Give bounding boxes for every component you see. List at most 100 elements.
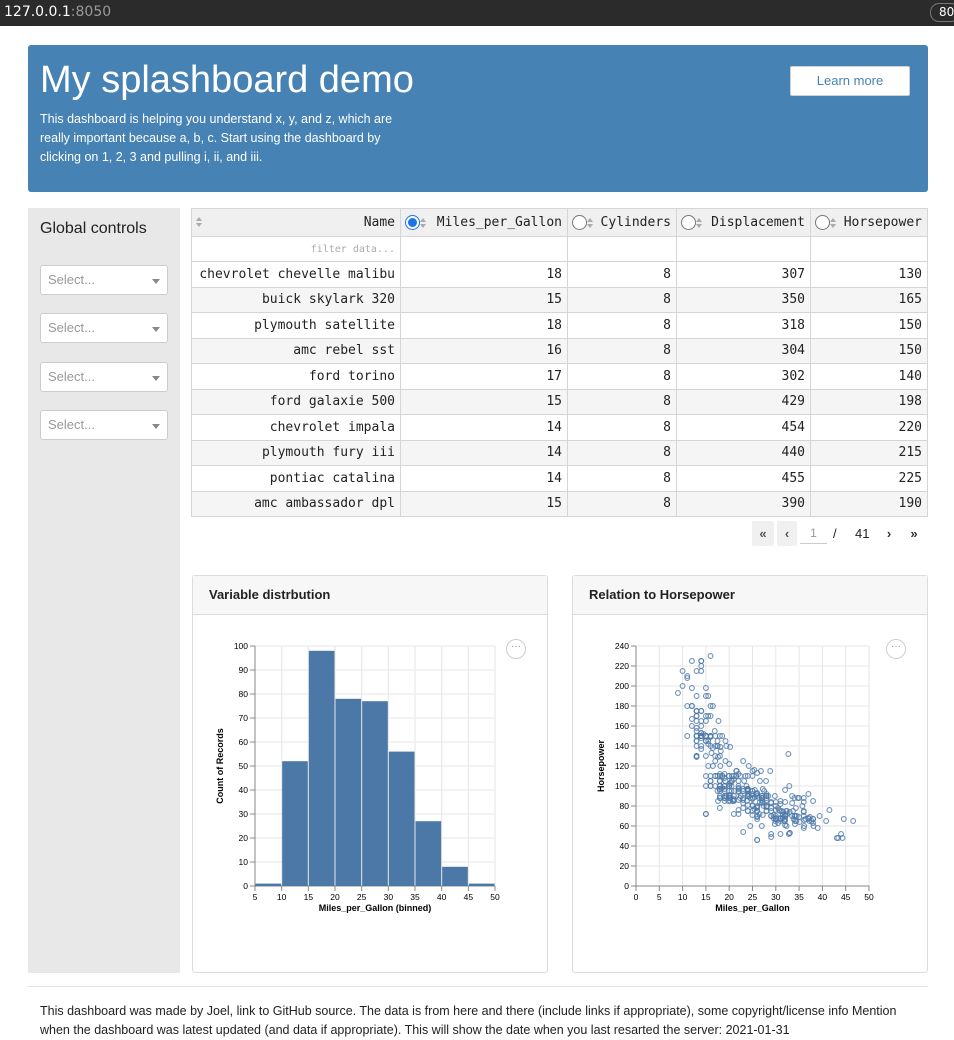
first-page-button[interactable]: «	[752, 521, 774, 546]
global-select-4[interactable]: Select...	[40, 410, 168, 440]
sort-icon[interactable]	[696, 217, 704, 229]
previous-page-button[interactable]: ‹	[777, 521, 797, 546]
url-text[interactable]: 127.0.0.1:8050	[4, 0, 111, 24]
sort-icon[interactable]	[830, 217, 838, 229]
table-cell[interactable]: 198	[810, 388, 928, 415]
global-select-3[interactable]: Select...	[40, 362, 168, 392]
table-cell[interactable]: 8	[567, 465, 677, 492]
y-tick-label: 220	[615, 661, 629, 671]
column-header-displacement: Displacement	[676, 208, 811, 237]
scatter-point	[786, 809, 793, 815]
column-select-radio[interactable]	[405, 215, 420, 230]
table-cell[interactable]: 8	[567, 337, 677, 364]
column-label: Miles_per_Gallon	[436, 215, 562, 230]
column-select-radio[interactable]	[681, 215, 696, 230]
table-cell[interactable]: 8	[567, 286, 677, 313]
table-row[interactable]: buick skylark 320 15 8 350 165	[191, 286, 928, 313]
table-row[interactable]: amc ambassador dpl 15 8 390 190	[191, 490, 928, 517]
table-cell[interactable]: 17	[400, 363, 568, 390]
scatter-point	[698, 743, 705, 749]
table-row[interactable]: chevrolet chevelle malibu 18 8 307 130	[191, 261, 928, 288]
table-cell[interactable]: 8	[567, 363, 677, 390]
table-cell[interactable]: 440	[676, 439, 811, 466]
zoom-indicator[interactable]: 80	[930, 3, 954, 22]
global-select-1[interactable]: Select...	[40, 265, 168, 295]
table-row[interactable]: pontiac catalina 14 8 455 225	[191, 465, 928, 492]
table-cell[interactable]: 8	[567, 312, 677, 339]
filter-input-miles-per-gallon[interactable]	[400, 236, 568, 262]
table-cell[interactable]: plymouth satellite	[191, 312, 401, 339]
table-cell[interactable]: 8	[567, 388, 677, 415]
table-cell[interactable]: 190	[810, 490, 928, 517]
table-row[interactable]: amc rebel sst 16 8 304 150	[191, 337, 928, 364]
table-cell[interactable]: 350	[676, 286, 811, 313]
table-cell[interactable]: 14	[400, 439, 568, 466]
column-select-radio[interactable]	[572, 215, 587, 230]
table-cell[interactable]: 15	[400, 388, 568, 415]
sort-icon[interactable]	[196, 216, 204, 228]
sort-icon[interactable]	[420, 217, 428, 229]
table-cell[interactable]: 454	[676, 414, 811, 441]
table-row[interactable]: plymouth satellite 18 8 318 150	[191, 312, 928, 339]
column-select-radio[interactable]	[815, 215, 830, 230]
select-placeholder: Select...	[48, 369, 95, 384]
table-cell[interactable]: chevrolet chevelle malibu	[191, 261, 401, 288]
table-cell[interactable]: ford galaxie 500	[191, 388, 401, 415]
sort-icon[interactable]	[587, 217, 595, 229]
table-cell[interactable]: 130	[810, 261, 928, 288]
table-cell[interactable]: pontiac catalina	[191, 465, 401, 492]
table-cell[interactable]: ford torino	[191, 363, 401, 390]
next-page-button[interactable]: ›	[886, 526, 892, 541]
y-axis-title: Horsepower	[596, 739, 606, 792]
table-cell[interactable]: 318	[676, 312, 811, 339]
table-cell[interactable]: 455	[676, 465, 811, 492]
table-cell[interactable]: 15	[400, 490, 568, 517]
table-cell[interactable]: 150	[810, 337, 928, 364]
table-cell[interactable]: chevrolet impala	[191, 414, 401, 441]
scatter-point	[758, 797, 765, 803]
table-cell[interactable]: 18	[400, 312, 568, 339]
table-cell[interactable]: amc rebel sst	[191, 337, 401, 364]
filter-input-displacement[interactable]	[676, 236, 811, 262]
table-cell[interactable]: 220	[810, 414, 928, 441]
table-cell[interactable]: amc ambassador dpl	[191, 490, 401, 517]
filter-input-cylinders[interactable]	[567, 236, 677, 262]
page-description: This dashboard is helping you understand…	[40, 112, 393, 164]
table-row[interactable]: chevrolet impala 14 8 454 220	[191, 414, 928, 441]
table-cell[interactable]: 390	[676, 490, 811, 517]
chart-actions-menu-icon[interactable]: ···	[886, 639, 906, 659]
table-cell[interactable]: 14	[400, 414, 568, 441]
table-row[interactable]: ford galaxie 500 15 8 429 198	[191, 388, 928, 415]
global-select-2[interactable]: Select...	[40, 313, 168, 343]
table-row[interactable]: plymouth fury iii 14 8 440 215	[191, 439, 928, 466]
learn-more-button[interactable]: Learn more	[790, 66, 910, 96]
table-cell[interactable]: 8	[567, 261, 677, 288]
table-cell[interactable]: 140	[810, 363, 928, 390]
table-cell[interactable]: 15	[400, 286, 568, 313]
table-row[interactable]: ford torino 17 8 302 140	[191, 363, 928, 390]
current-page-input[interactable]	[800, 523, 827, 544]
chart-actions-menu-icon[interactable]: ···	[506, 639, 526, 659]
table-cell[interactable]: buick skylark 320	[191, 286, 401, 313]
scatter-point	[714, 738, 721, 744]
last-page-button[interactable]: »	[910, 526, 918, 541]
table-cell[interactable]: plymouth fury iii	[191, 439, 401, 466]
table-cell[interactable]: 429	[676, 388, 811, 415]
table-cell[interactable]: 8	[567, 490, 677, 517]
table-cell[interactable]: 14	[400, 465, 568, 492]
table-cell[interactable]: 150	[810, 312, 928, 339]
filter-input-horsepower[interactable]	[810, 236, 928, 262]
x-tick-label: 5	[253, 892, 258, 902]
table-cell[interactable]: 18	[400, 261, 568, 288]
table-cell[interactable]: 225	[810, 465, 928, 492]
table-cell[interactable]: 215	[810, 439, 928, 466]
filter-input-name[interactable]: filter data...	[191, 236, 401, 262]
table-cell[interactable]: 165	[810, 286, 928, 313]
table-cell[interactable]: 307	[676, 261, 811, 288]
table-cell[interactable]: 304	[676, 337, 811, 364]
table-cell[interactable]: 8	[567, 414, 677, 441]
table-cell[interactable]: 8	[567, 439, 677, 466]
browser-url-bar[interactable]: 127.0.0.1:8050 80	[0, 0, 954, 26]
table-cell[interactable]: 302	[676, 363, 811, 390]
table-cell[interactable]: 16	[400, 337, 568, 364]
